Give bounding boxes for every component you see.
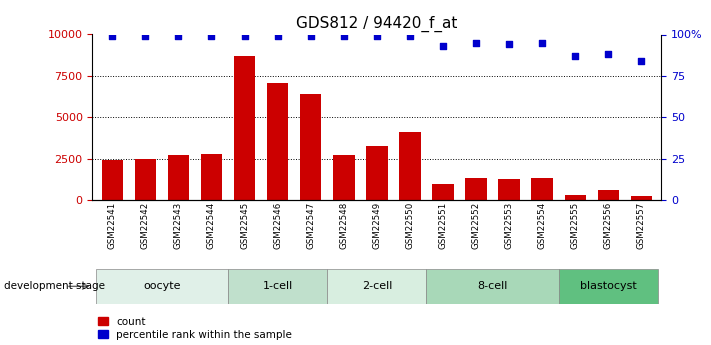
Bar xyxy=(327,269,427,304)
Point xyxy=(205,33,217,39)
Bar xyxy=(234,56,255,200)
Point xyxy=(139,33,151,39)
Text: 2-cell: 2-cell xyxy=(362,282,392,291)
Point xyxy=(107,33,118,39)
Bar xyxy=(267,82,289,200)
Bar xyxy=(465,178,487,200)
Bar xyxy=(559,269,658,304)
Point xyxy=(503,42,515,47)
Text: 8-cell: 8-cell xyxy=(477,282,508,291)
Bar xyxy=(597,190,619,200)
Text: 1-cell: 1-cell xyxy=(262,282,293,291)
Point xyxy=(272,33,283,39)
Bar xyxy=(427,269,559,304)
Bar xyxy=(631,196,652,200)
Bar xyxy=(102,160,123,200)
Bar xyxy=(432,184,454,200)
Bar xyxy=(96,269,228,304)
Point xyxy=(603,52,614,57)
Bar xyxy=(201,154,223,200)
Bar xyxy=(168,155,189,200)
Bar xyxy=(366,146,387,200)
Point xyxy=(471,40,482,46)
Bar xyxy=(134,159,156,200)
Point xyxy=(636,58,647,64)
Point xyxy=(570,53,581,59)
Legend: count, percentile rank within the sample: count, percentile rank within the sample xyxy=(97,317,292,340)
Bar xyxy=(399,132,421,200)
Bar xyxy=(333,155,355,200)
Text: oocyte: oocyte xyxy=(143,282,181,291)
Point xyxy=(338,33,349,39)
Point xyxy=(305,33,316,39)
Bar xyxy=(228,269,327,304)
Text: blastocyst: blastocyst xyxy=(580,282,636,291)
Bar xyxy=(300,94,321,200)
Text: development stage: development stage xyxy=(4,282,105,291)
Point xyxy=(405,33,416,39)
Bar xyxy=(498,179,520,200)
Point xyxy=(173,33,184,39)
Point xyxy=(537,40,548,46)
Point xyxy=(371,33,383,39)
Title: GDS812 / 94420_f_at: GDS812 / 94420_f_at xyxy=(296,16,457,32)
Point xyxy=(239,33,250,39)
Point xyxy=(437,43,449,49)
Bar xyxy=(565,195,586,200)
Bar xyxy=(531,178,553,200)
